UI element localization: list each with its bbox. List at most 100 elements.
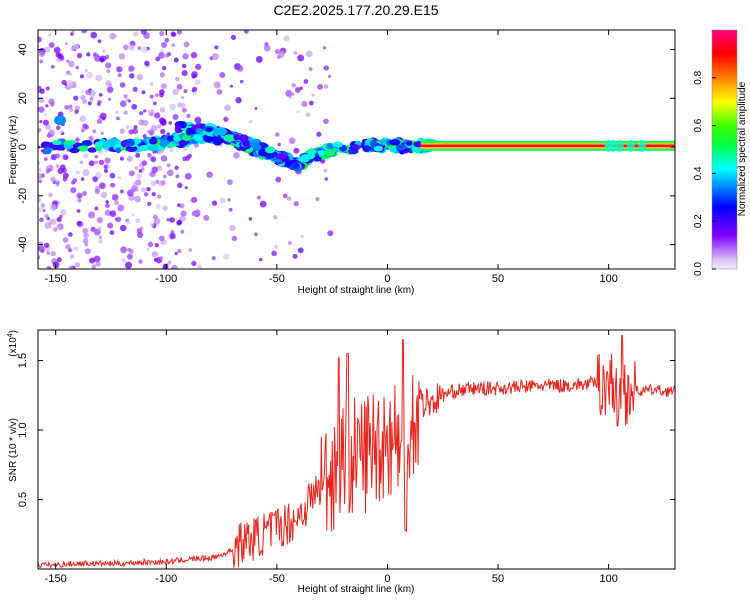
noise-mark [50,250,56,257]
noise-mark [308,67,313,71]
noise-mark [236,65,244,72]
noise-mark [64,105,69,110]
noise-mark [117,204,125,212]
noise-mark [147,153,152,158]
y-tick-label: 1.0 [17,422,29,437]
noise-mark [300,234,304,239]
noise-mark [322,46,327,50]
band-mark [94,141,103,147]
noise-mark [53,46,61,54]
band-mark [179,121,187,129]
noise-mark [81,89,85,93]
noise-mark [179,203,185,209]
noise-mark [105,200,109,204]
noise-mark [291,83,297,88]
noise-mark [184,172,192,180]
noise-mark [255,56,263,63]
noise-mark [249,119,253,124]
noise-mark [144,60,150,66]
noise-mark [107,97,112,101]
noise-mark [229,224,236,232]
noise-mark [135,152,141,158]
noise-mark [163,174,167,179]
noise-mark [96,216,104,224]
noise-mark [146,186,151,192]
noise-mark [138,119,145,126]
noise-mark [324,177,328,181]
noise-mark [149,82,154,86]
noise-mark [38,106,45,113]
noise-mark [38,255,41,260]
noise-mark [119,82,126,88]
noise-mark [86,71,93,79]
noise-mark [128,170,135,177]
noise-mark [136,231,144,239]
noise-mark [65,244,71,250]
noise-mark [141,90,146,95]
noise-mark [89,96,94,101]
x-tick-label: 100 [599,273,617,285]
noise-mark [116,66,123,73]
line-blob-mark [626,139,635,152]
noise-mark [42,209,46,213]
noise-mark [159,30,165,37]
noise-mark [219,197,226,204]
noise-mark [69,72,73,76]
noise-mark [38,36,42,43]
noise-mark [131,103,138,110]
noise-mark [39,119,43,124]
noise-mark [131,213,135,217]
noise-mark [173,57,179,63]
noise-mark [98,92,103,97]
noise-mark [226,179,233,186]
noise-mark [110,182,116,188]
noise-mark [157,194,162,199]
noise-mark [134,165,139,171]
snr-x-ticks: -150 -100 -50 0 50 100 [45,330,618,585]
noise-mark [76,220,82,226]
noise-mark [159,72,166,78]
noise-mark [70,187,77,194]
noise-mark [68,60,75,68]
snr-series-line [38,335,675,569]
noise-mark [194,209,201,215]
noise-mark [53,227,58,232]
noise-mark [146,247,150,251]
noise-mark [317,83,324,90]
noise-mark [137,46,142,50]
noise-mark [74,109,79,114]
noise-mark [323,65,329,71]
noise-mark [56,257,62,263]
colorbar-tick-label: 0.8 [693,70,704,84]
noise-mark [170,31,176,37]
noise-mark [118,53,126,60]
noise-mark [87,101,92,106]
noise-mark [79,74,85,79]
noise-mark [76,192,83,199]
band-mark [195,127,204,135]
noise-mark [95,74,103,82]
band-mark [373,145,383,152]
noise-mark [180,210,187,217]
noise-mark [81,30,88,34]
noise-mark [308,100,314,106]
band-mark [276,153,287,160]
noise-mark [166,163,171,168]
noise-mark [94,188,100,194]
band-mark [147,145,159,152]
band-mark [223,134,236,142]
noise-mark [191,196,198,203]
noise-mark [84,248,91,255]
noise-mark [46,133,52,139]
noise-mark [158,235,165,242]
band-mark [115,147,122,154]
noise-mark [66,59,70,63]
noise-mark [136,173,143,180]
noise-mark [38,206,43,213]
noise-mark [72,178,78,183]
noise-mark [123,110,128,115]
noise-mark [135,218,141,224]
noise-mark [168,121,172,125]
noise-mark [155,203,161,210]
band-mark [317,150,326,156]
